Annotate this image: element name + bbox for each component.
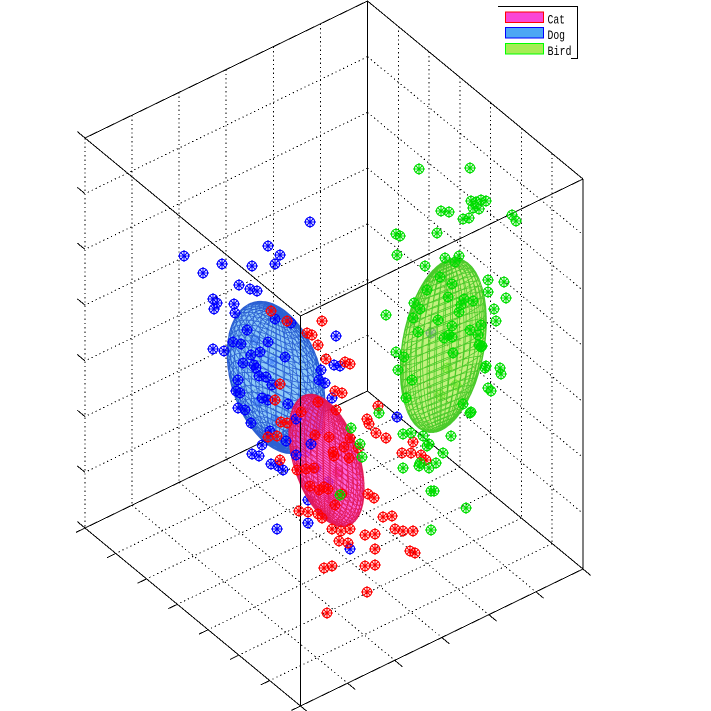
svg-text:Cat: Cat — [548, 13, 566, 27]
svg-text:Bird: Bird — [548, 45, 572, 59]
svg-text:Dog: Dog — [548, 29, 566, 43]
